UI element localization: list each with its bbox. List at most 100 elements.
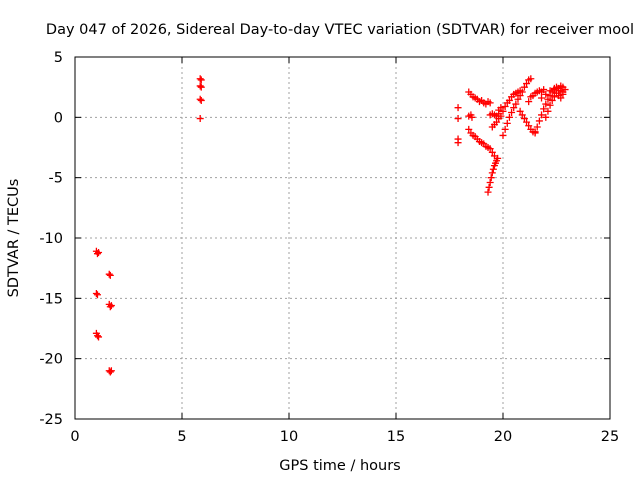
x-tick-label: 10 [280, 429, 298, 445]
data-point [493, 118, 501, 126]
data-point [516, 107, 524, 115]
data-point [197, 83, 205, 91]
data-point [196, 95, 204, 103]
data-point [501, 125, 509, 133]
data-point [523, 80, 531, 88]
data-point [525, 98, 533, 106]
x-tick-label: 20 [494, 429, 512, 445]
data-point [196, 82, 204, 90]
data-point [561, 86, 569, 94]
data-point [95, 333, 103, 341]
data-point [495, 115, 503, 123]
data-point [542, 113, 550, 121]
data-point [518, 111, 526, 119]
data-point [92, 290, 100, 298]
data-point [546, 87, 554, 95]
data-point [533, 123, 541, 131]
data-point [514, 95, 522, 103]
data-point [486, 178, 494, 186]
data-point [501, 102, 509, 110]
data-point [106, 368, 114, 376]
chart-title: Day 047 of 2026, Sidereal Day-to-day VTE… [46, 22, 634, 38]
data-point [107, 302, 115, 310]
x-tick-label: 15 [387, 429, 405, 445]
data-point [93, 291, 101, 299]
data-point [535, 117, 543, 125]
data-point [197, 96, 205, 104]
data-point [489, 165, 497, 173]
y-tick-label: -20 [39, 352, 63, 368]
y-tick-label: -5 [49, 171, 63, 187]
data-point [197, 76, 205, 84]
data-point [454, 104, 462, 112]
x-tick-label: 5 [177, 429, 186, 445]
grid-lines [75, 57, 610, 419]
data-point [105, 270, 113, 278]
data-point [540, 105, 548, 113]
data-point [503, 119, 511, 127]
data-point [505, 113, 513, 121]
data-point [494, 154, 502, 162]
data-point [520, 115, 528, 123]
data-point [196, 115, 204, 123]
data-point [499, 131, 507, 139]
axis-ticks: 0 5 10 15 20 25 -25 -20 -15 -10 -5 0 5 [39, 50, 619, 445]
x-tick-label: 25 [601, 429, 619, 445]
data-point [465, 125, 473, 133]
y-tick-label: -10 [39, 231, 63, 247]
data-point [525, 122, 533, 130]
data-point [454, 115, 462, 123]
y-axis-label: SDTVAR / TECUs [6, 179, 22, 298]
data-point [544, 95, 552, 103]
data-point [488, 148, 496, 156]
data-point [485, 183, 493, 191]
data-point [454, 139, 462, 147]
data-point [512, 100, 520, 108]
data-point [497, 104, 505, 112]
data-points [92, 75, 569, 376]
data-point [538, 111, 546, 119]
data-point [107, 367, 115, 375]
data-point [487, 174, 495, 182]
data-point [516, 87, 524, 95]
data-point [93, 250, 101, 258]
series-late-tracks [454, 75, 569, 196]
data-point [486, 145, 494, 153]
data-point [546, 101, 554, 109]
data-point [95, 248, 103, 256]
data-point [505, 96, 513, 104]
data-point [93, 332, 101, 340]
data-point [508, 109, 516, 117]
x-axis-label: GPS time / hours [279, 458, 400, 474]
data-point [484, 188, 492, 196]
data-point [468, 113, 476, 121]
data-point [523, 118, 531, 126]
data-point [106, 271, 114, 279]
y-tick-label: -15 [39, 291, 63, 307]
data-point [510, 104, 518, 112]
data-point [540, 86, 548, 94]
y-tick-label: 5 [54, 50, 63, 66]
data-point [548, 96, 556, 104]
y-tick-label: 0 [54, 110, 63, 126]
y-tick-label: -25 [39, 412, 63, 428]
data-point [488, 169, 496, 177]
data-point [196, 75, 204, 83]
data-point [559, 90, 567, 98]
data-point [527, 75, 535, 83]
data-point [486, 99, 494, 107]
data-point [544, 107, 552, 115]
data-point [531, 128, 539, 136]
x-tick-label: 0 [70, 429, 79, 445]
data-point [550, 93, 558, 101]
data-point [557, 94, 565, 102]
series-early-tracks [92, 75, 205, 376]
data-point [550, 84, 558, 92]
data-point [520, 83, 528, 91]
data-point [106, 303, 114, 311]
data-point [542, 100, 550, 108]
data-point [538, 94, 546, 102]
data-point [499, 107, 507, 115]
data-point [542, 90, 550, 98]
